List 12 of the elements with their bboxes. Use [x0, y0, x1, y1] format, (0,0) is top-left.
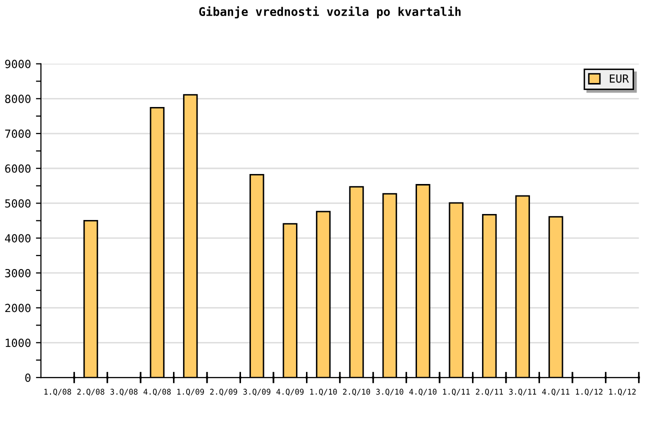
y-tick-label: 6000 — [5, 164, 30, 173]
y-tick-label: 7000 — [5, 130, 30, 138]
y-tick-label: 3000 — [5, 268, 30, 278]
legend-label: EUR — [610, 74, 629, 83]
y-tick-label: 8000 — [5, 94, 30, 104]
y-tick-label: 1000 — [6, 338, 30, 348]
y-tick-label: 5000 — [5, 199, 30, 208]
y-tick-label: 9000 — [5, 60, 30, 68]
y-tick-label: 0 — [25, 374, 30, 382]
y-tick-label: 4000 — [4, 234, 30, 242]
chart-title: Gibanje vrednosti vozila po kvartalih — [199, 6, 461, 18]
y-tick-label: 2000 — [5, 304, 30, 312]
